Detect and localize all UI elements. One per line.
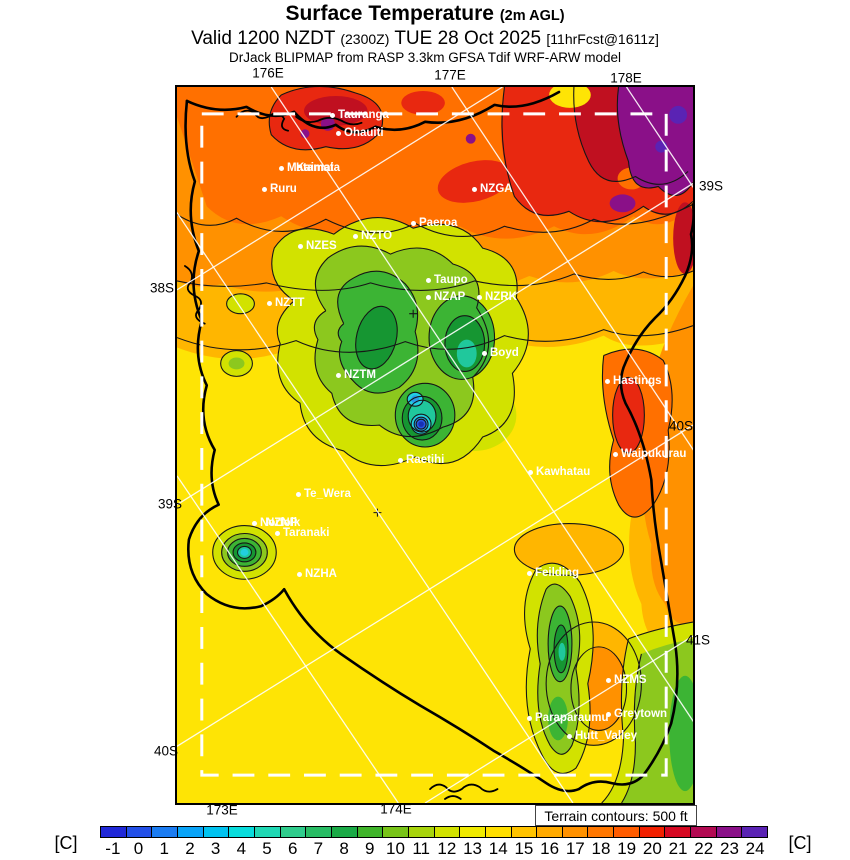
valid-date: TUE 28 Oct 2025	[394, 28, 542, 49]
colorbar-segment-2	[177, 827, 204, 837]
colorbar-tick-11: 11	[412, 839, 430, 858]
colorbar-tick-20: 20	[642, 839, 662, 858]
page-title: Surface Temperature (2m AGL)	[0, 2, 850, 28]
colorbar-tick-15: 15	[514, 839, 534, 858]
title-note: (2m AGL)	[499, 8, 565, 24]
colorbar-tick-6: 6	[287, 839, 298, 858]
valid-line: Valid 1200 NZDT (2300Z) TUE 28 Oct 2025 …	[0, 28, 850, 50]
axis-label-177e: 177E	[434, 67, 466, 83]
colorbar-segment-3	[203, 827, 230, 837]
colorbar-segment-24	[742, 827, 768, 837]
colorbar-tick-1: 1	[159, 839, 169, 858]
colorbar-tick-2: 2	[185, 839, 195, 858]
colorbar-tick-21: 21	[668, 839, 688, 858]
valid-fcst: [11hrFcst@1611z]	[546, 31, 659, 47]
colorbar-tick-4: 4	[236, 839, 247, 858]
colorbar-segment-8	[331, 827, 358, 837]
colorbar-tick-12: 12	[437, 839, 457, 858]
colorbar-segment-17	[562, 827, 589, 837]
temperature-map	[175, 85, 695, 805]
colorbar-tick-19: 19	[617, 839, 637, 858]
title-text: Surface Temperature	[285, 2, 494, 25]
colorbar-segment-19	[614, 827, 640, 837]
colorbar-tick-13: 13	[463, 839, 482, 858]
colorbar-segment-14	[485, 827, 512, 837]
colorbar-segment-5	[254, 827, 281, 837]
colorbar-tick-10: 10	[385, 839, 405, 858]
colorbar-segment-12	[434, 827, 461, 837]
colorbar-segment-15	[511, 827, 538, 837]
colorbar-tick-3: 3	[210, 839, 221, 858]
colorbar-tick-0: 0	[133, 839, 144, 858]
axis-label-38s: 38S	[149, 280, 175, 296]
colorbar-segment-7	[306, 827, 332, 837]
colorbar-segment-6	[280, 827, 307, 837]
map-contour-art	[177, 87, 693, 803]
colorbar-segment-20	[639, 827, 666, 837]
colorbar-segment-10	[383, 827, 409, 837]
colorbar-tick-24: 24	[745, 839, 765, 858]
colorbar-segment-11	[408, 827, 435, 837]
valid-prefix: Valid 1200 NZDT	[191, 28, 336, 49]
colorbar-tick-8: 8	[339, 839, 349, 858]
colorbar-unit-left: [C]	[54, 833, 78, 853]
axis-label-39s: 39S	[698, 178, 724, 194]
colorbar-segment-9	[357, 827, 384, 837]
colorbar-tick-17: 17	[565, 839, 585, 858]
colorbar-unit-right: [C]	[788, 833, 812, 853]
colorbar-segment-21	[665, 827, 692, 837]
colorbar-tick-9: 9	[365, 839, 375, 858]
colorbar-segment-1	[152, 827, 178, 837]
colorbar-tick-5: 5	[262, 839, 272, 858]
colorbar-segment-4	[229, 827, 255, 837]
colorbar-tick-22: 22	[694, 839, 714, 858]
colorbar-segment--1	[101, 827, 127, 837]
colorbar-tick-23: 23	[719, 839, 739, 858]
header: Surface Temperature (2m AGL) Valid 1200 …	[0, 2, 850, 66]
colorbar-tick-7: 7	[313, 839, 324, 858]
axis-label-176e: 176E	[252, 65, 284, 81]
colorbar-segment-16	[537, 827, 563, 837]
colorbar	[100, 826, 768, 838]
terrain-note: Terrain contours: 500 ft	[535, 805, 697, 826]
colorbar-segment-22	[691, 827, 717, 837]
colorbar-tick-18: 18	[591, 839, 611, 858]
model-line: DrJack BLIPMAP from RASP 3.3km GFSA Tdif…	[228, 50, 622, 65]
colorbar-segment-13	[460, 827, 486, 837]
colorbar-segment-0	[126, 827, 153, 837]
colorbar-segment-18	[588, 827, 615, 837]
colorbar-tick-14: 14	[488, 839, 508, 858]
colorbar-segment-23	[716, 827, 743, 837]
axis-label-178e: 178E	[610, 70, 642, 86]
valid-zulu: (2300Z)	[340, 31, 390, 47]
colorbar-tick--1: -1	[105, 839, 121, 858]
colorbar-tick-16: 16	[540, 839, 560, 858]
